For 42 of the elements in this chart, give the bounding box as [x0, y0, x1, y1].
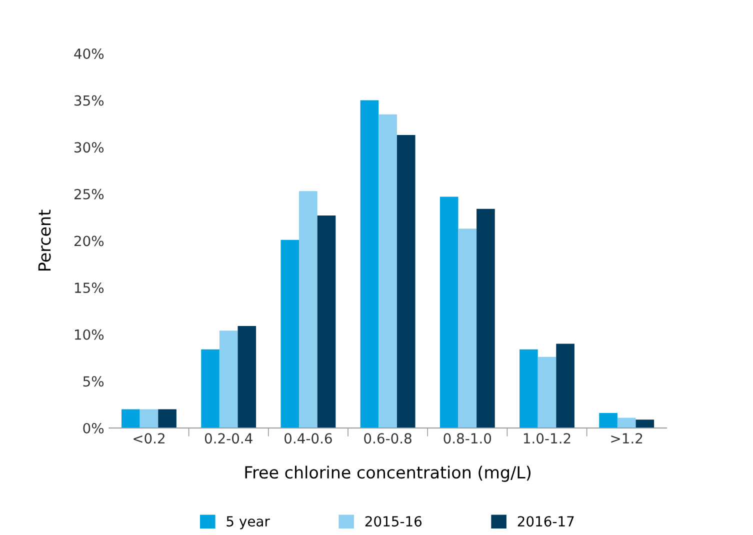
bar	[636, 420, 654, 428]
x-tick-label: 0.8-1.0	[444, 433, 492, 444]
bar	[219, 330, 238, 428]
bar	[458, 228, 477, 428]
x-tick-label: 0.6-0.8	[364, 433, 412, 444]
y-axis-title: Percent	[38, 210, 51, 270]
legend-label: 2015-16	[365, 516, 422, 527]
x-tick-label: 0.2-0.4	[204, 433, 252, 444]
y-tick-label: 35%	[74, 95, 104, 106]
bar	[538, 356, 556, 428]
bar	[299, 191, 318, 428]
y-tick-label: 20%	[74, 236, 104, 246]
x-tick-label: 1.0-1.2	[524, 433, 570, 444]
x-tick-label: <0.2	[134, 433, 164, 444]
bar	[556, 344, 574, 428]
bar	[201, 349, 220, 428]
legend-label: 5 year	[226, 516, 270, 530]
bar	[360, 100, 379, 428]
bar	[122, 409, 140, 428]
bar	[140, 409, 158, 428]
x-axis-title: Free chlorine concentration (mg/L)	[245, 466, 530, 482]
bar	[440, 196, 458, 428]
bar	[378, 114, 397, 428]
bar	[317, 215, 336, 428]
y-tick-label: 15%	[74, 282, 104, 294]
bar	[396, 134, 416, 428]
y-tick-label: 5%	[83, 376, 104, 387]
y-tick-label: 30%	[74, 142, 104, 153]
bar	[599, 413, 618, 428]
bar	[476, 208, 495, 428]
x-tick-label: 0.4-0.6	[284, 433, 332, 444]
y-tick-label: 40%	[74, 48, 104, 59]
bar	[617, 418, 636, 428]
y-tick-label: 0%	[83, 422, 104, 434]
y-tick-label: 10%	[74, 329, 104, 340]
bar	[158, 409, 176, 428]
bar	[280, 240, 300, 428]
x-tick-label: >1.2	[611, 433, 642, 444]
bar	[238, 326, 256, 428]
legend-label: 2016-17	[518, 516, 574, 527]
y-tick-label: 25%	[74, 188, 104, 200]
bar	[520, 349, 538, 428]
